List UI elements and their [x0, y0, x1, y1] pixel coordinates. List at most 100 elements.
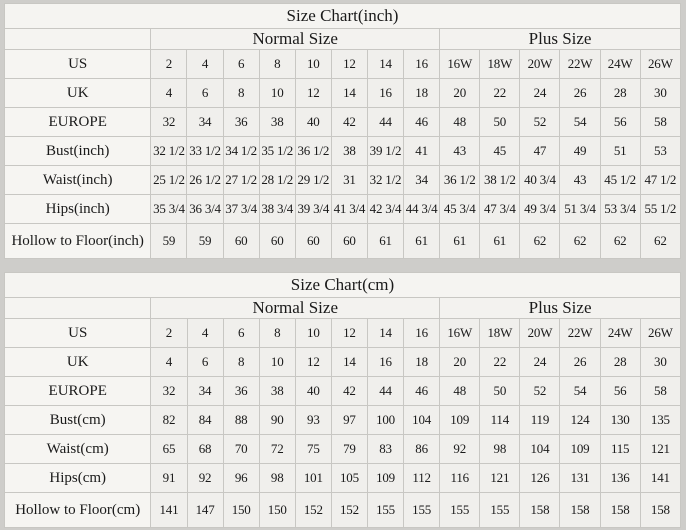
size-value-cell: 8: [222, 347, 260, 377]
row-label: Hollow to Floor(inch): [3, 223, 152, 259]
size-value-cell: 91: [150, 463, 188, 493]
size-value-cell: 30: [639, 78, 682, 108]
size-value-cell: 60: [330, 223, 368, 259]
size-value-cell: 155: [479, 492, 521, 528]
row-label: Bust(cm): [3, 405, 152, 435]
table-row: Bust(inch) 32 1/2 33 1/2 34 1/2 35 1/2 36 1/2…: [3, 136, 682, 166]
size-value-cell: 6: [186, 78, 224, 108]
size-value-cell: 18: [403, 78, 441, 108]
size-value-cell: 43: [559, 165, 601, 195]
table-row: US 2 4 6 8 10 12 14 16 16W 18W 20W 22W 24W 26W: [3, 318, 682, 348]
size-value-cell: 38: [258, 376, 296, 406]
size-value-cell: 18: [403, 347, 441, 377]
size-value-cell: 24: [519, 78, 561, 108]
size-value-cell: 28: [599, 78, 641, 108]
size-value-cell: 22: [479, 78, 521, 108]
size-value-cell: 109: [439, 405, 481, 435]
size-value-cell: 16: [366, 78, 405, 108]
size-value-cell: 158: [519, 492, 561, 528]
table-title-row: Size Chart(cm): [4, 272, 681, 298]
size-value-cell: 61: [479, 223, 521, 259]
size-value-cell: 14: [330, 347, 368, 377]
size-value-cell: 82: [150, 405, 188, 435]
table-row: US 2 4 6 8 10 12 14 16 16W 18W 20W 22W 24W 26W: [3, 49, 682, 79]
size-value-cell: 39 1/2: [366, 136, 405, 166]
size-value-cell: 53 3/4: [599, 194, 641, 224]
row-label: Waist(cm): [3, 434, 152, 464]
size-value-cell: 35 3/4: [150, 194, 188, 224]
size-value-cell: 104: [519, 434, 561, 464]
size-value-cell: 16W: [439, 49, 481, 79]
size-value-cell: 35 1/2: [258, 136, 296, 166]
size-value-cell: 155: [366, 492, 405, 528]
size-value-cell: 68: [186, 434, 224, 464]
size-value-cell: 44: [366, 107, 405, 137]
size-value-cell: 48: [439, 376, 481, 406]
size-value-cell: 147: [186, 492, 224, 528]
size-value-cell: 61: [439, 223, 481, 259]
size-value-cell: 8: [258, 49, 296, 79]
size-value-cell: 26: [559, 347, 601, 377]
size-value-cell: 22W: [559, 49, 601, 79]
size-value-cell: 55 1/2: [639, 194, 682, 224]
row-label: EUROPE: [3, 376, 152, 406]
size-value-cell: 41 3/4: [330, 194, 368, 224]
normal-size-header: Normal Size: [150, 28, 441, 50]
size-value-cell: 158: [559, 492, 601, 528]
size-value-cell: 131: [559, 463, 601, 493]
size-value-cell: 60: [258, 223, 296, 259]
size-value-cell: 58: [639, 107, 682, 137]
size-value-cell: 141: [639, 463, 682, 493]
size-value-cell: 86: [403, 434, 441, 464]
size-value-cell: 16: [403, 49, 441, 79]
row-label: UK: [3, 347, 152, 377]
size-value-cell: 14: [366, 49, 405, 79]
size-value-cell: 152: [294, 492, 332, 528]
size-value-cell: 34: [403, 165, 441, 195]
size-value-cell: 4: [150, 347, 188, 377]
size-value-cell: 46: [403, 376, 441, 406]
size-value-cell: 36: [222, 376, 260, 406]
size-value-cell: 4: [150, 78, 188, 108]
size-value-cell: 22W: [559, 318, 601, 348]
size-chart-cm-table: Size Chart(cm) Normal Size Plus Size US 2 4 6 8…: [3, 272, 682, 528]
size-value-cell: 12: [330, 49, 368, 79]
size-value-cell: 6: [222, 318, 260, 348]
normal-size-header: Normal Size: [150, 297, 441, 319]
table-row: Hips(cm) 91 92 96 98 101 105 109 112 116 121 126 131…: [3, 463, 682, 493]
size-value-cell: 92: [439, 434, 481, 464]
plus-size-header: Plus Size: [439, 28, 681, 50]
size-value-cell: 50: [479, 376, 521, 406]
row-label: Hips(inch): [3, 194, 152, 224]
size-value-cell: 38: [258, 107, 296, 137]
size-value-cell: 2: [150, 49, 188, 79]
size-value-cell: 114: [479, 405, 521, 435]
size-value-cell: 26: [559, 78, 601, 108]
size-value-cell: 121: [639, 434, 682, 464]
size-value-cell: 40: [294, 376, 332, 406]
table-title: Size Chart(inch): [4, 3, 681, 29]
size-value-cell: 16: [403, 318, 441, 348]
size-value-cell: 52: [519, 376, 561, 406]
size-value-cell: 26W: [639, 318, 682, 348]
row-label: Waist(inch): [3, 165, 152, 195]
size-group-header-row: Normal Size Plus Size: [3, 28, 681, 50]
size-value-cell: 44: [366, 376, 405, 406]
size-value-cell: 53: [639, 136, 682, 166]
size-value-cell: 141: [150, 492, 188, 528]
size-value-cell: 34 1/2: [222, 136, 260, 166]
size-value-cell: 14: [330, 78, 368, 108]
size-value-cell: 14: [366, 318, 405, 348]
size-value-cell: 150: [222, 492, 260, 528]
size-value-cell: 29 1/2: [294, 165, 332, 195]
size-value-cell: 39 3/4: [294, 194, 332, 224]
table-row: Bust(cm) 82 84 88 90 93 97 100 104 109 114 119 124 13…: [3, 405, 682, 435]
size-value-cell: 18W: [479, 49, 521, 79]
size-value-cell: 10: [258, 78, 296, 108]
size-value-cell: 58: [639, 376, 682, 406]
size-value-cell: 42 3/4: [366, 194, 405, 224]
size-value-cell: 62: [599, 223, 641, 259]
size-value-cell: 90: [258, 405, 296, 435]
size-value-cell: 18W: [479, 318, 521, 348]
size-value-cell: 100: [366, 405, 405, 435]
